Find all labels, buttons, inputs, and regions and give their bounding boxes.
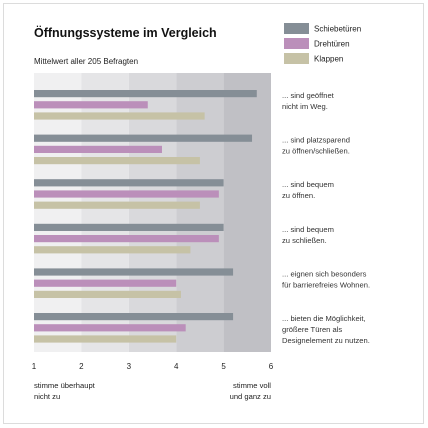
tick-label: 4 (174, 362, 179, 371)
scale-anchors: stimme überhaupt nicht zu stimme voll und g… (34, 381, 271, 401)
bar (34, 90, 257, 98)
tick-label: 1 (32, 362, 37, 371)
bar (34, 112, 205, 120)
bar (34, 101, 148, 109)
legend-label: Drehtüren (314, 40, 350, 49)
bar (34, 190, 219, 198)
legend-label: Schiebetüren (314, 25, 361, 34)
tick-label: 3 (127, 362, 132, 371)
chart-subtitle: Mittelwert aller 205 Befragten (34, 57, 138, 66)
bar (34, 201, 200, 209)
bar (34, 157, 200, 165)
tick-label: 5 (221, 362, 226, 371)
bars (34, 90, 257, 343)
category-labels: ... sind geöffnet nicht im Weg. ... sind p… (282, 91, 370, 345)
bar (34, 223, 224, 231)
bar (34, 246, 191, 254)
chart-frame (3, 3, 424, 424)
bar (34, 179, 224, 187)
bar (34, 268, 234, 276)
category-label: ... sind platzsparend zu öffnen/schließen… (282, 136, 350, 156)
bar (34, 324, 186, 332)
category-label: ... sind bequem zu öffnen. (282, 180, 334, 200)
x-axis-ticks: 1 2 3 4 5 6 (32, 362, 274, 371)
anchor-label-right: stimme voll und ganz zu (230, 381, 272, 401)
bar (34, 279, 177, 287)
legend-label: Klappen (314, 55, 343, 64)
legend-swatch (284, 53, 309, 64)
category-label: ... eignen sich besonders für barrierefre… (282, 269, 370, 289)
legend: Schiebetüren Drehtüren Klappen (284, 23, 361, 64)
category-label: ... sind bequem zu schließen. (282, 225, 334, 245)
category-label: ... bieten die Möglichkeit, größere Türen… (282, 314, 370, 345)
chart-title: Öffnungssysteme im Vergleich (34, 25, 217, 40)
legend-swatch (284, 38, 309, 49)
bar (34, 290, 181, 298)
anchor-label-left: stimme überhaupt nicht zu (34, 381, 96, 401)
background-band (223, 73, 271, 352)
bar (34, 134, 253, 142)
tick-label: 2 (79, 362, 84, 371)
bar (34, 335, 177, 343)
bar (34, 145, 162, 153)
category-label: ... sind geöffnet nicht im Weg. (282, 91, 335, 111)
bar (34, 235, 219, 243)
bar (34, 313, 234, 321)
tick-label: 6 (269, 362, 274, 371)
legend-swatch (284, 23, 309, 34)
